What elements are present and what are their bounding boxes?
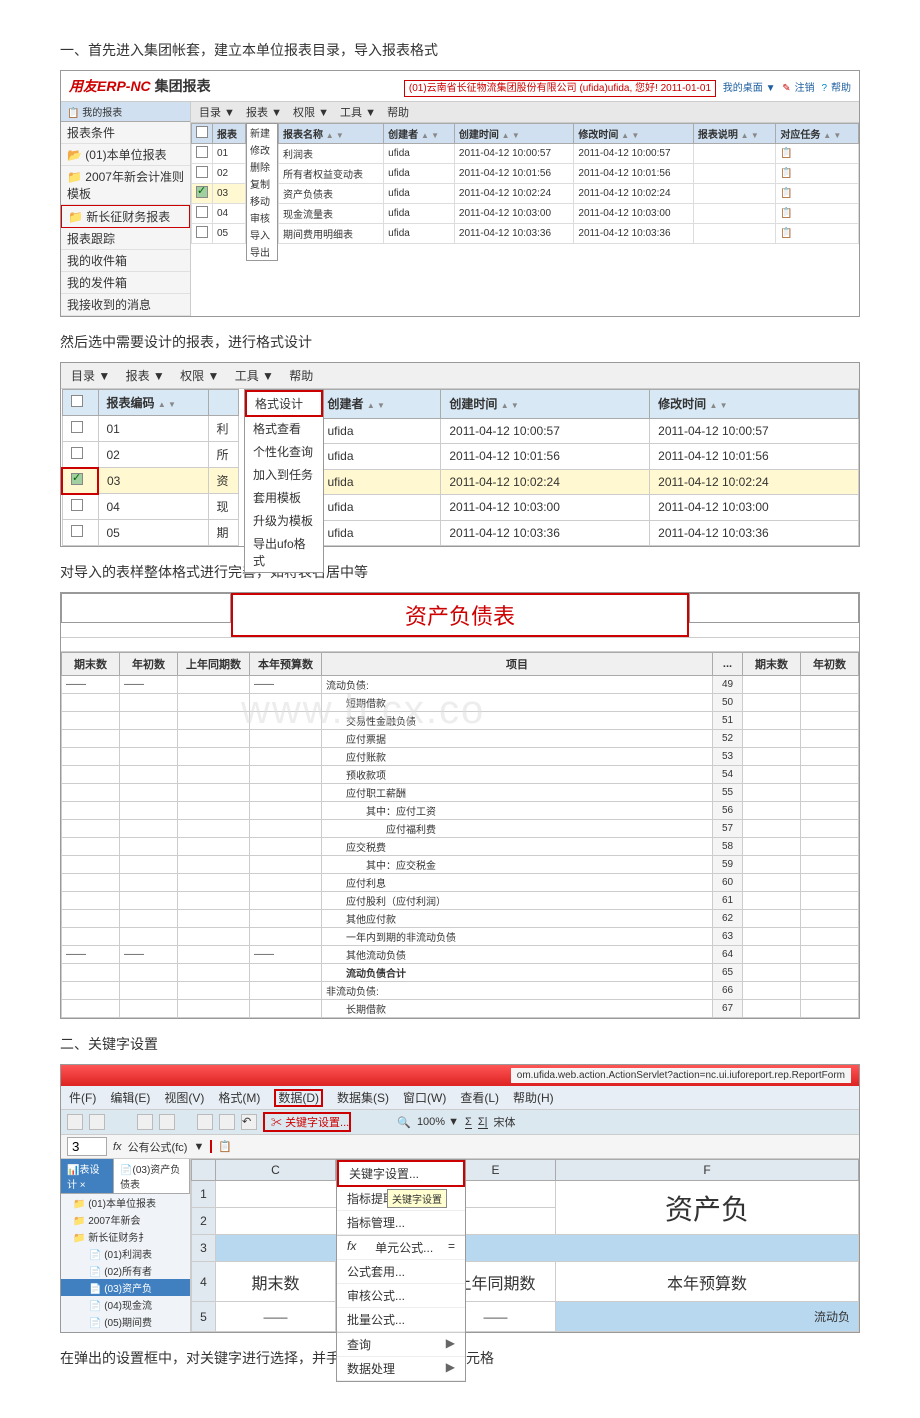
tab-sheet[interactable]: 📄(03)资产负债表	[114, 1159, 190, 1193]
menu-help[interactable]: 帮助	[387, 107, 409, 119]
menu-report[interactable]: 报表 ▼	[126, 369, 165, 383]
saveall-icon[interactable]	[89, 1114, 105, 1130]
caption4: 二、关键字设置	[60, 1034, 860, 1054]
save-icon[interactable]	[67, 1114, 83, 1130]
submenu-item[interactable]: 导出ufo格式	[245, 532, 323, 572]
menu-catalog[interactable]: 目录 ▼	[71, 369, 110, 383]
app1-toolbar: 目录 ▼ 报表 ▼ 权限 ▼ 工具 ▼ 帮助	[191, 102, 859, 123]
menu-item[interactable]: 件(F)	[69, 1091, 96, 1105]
submenu-item[interactable]: 加入到任务	[245, 463, 323, 486]
menu-catalog[interactable]: 目录 ▼	[199, 107, 235, 119]
sidebar-item[interactable]: 我的收件箱	[61, 250, 190, 272]
app-logo: 用友ERP-NC 集团报表	[69, 76, 211, 96]
submenu-item[interactable]: 删除	[247, 158, 277, 175]
menu-item[interactable]: 数据(D)	[274, 1089, 323, 1107]
logout-link[interactable]: 注销	[795, 83, 815, 94]
caption2: 然后选中需要设计的报表，进行格式设计	[60, 332, 860, 352]
undo-icon[interactable]: ↶	[241, 1114, 257, 1130]
my-report-tab[interactable]: 📋 我的报表	[61, 102, 190, 122]
submenu-item[interactable]: 格式查看	[245, 417, 323, 440]
menu-permission[interactable]: 权限 ▼	[293, 107, 329, 119]
submenu-item[interactable]: 导入	[247, 226, 277, 243]
tree-item[interactable]: 📁 新长征财务扌	[61, 1228, 190, 1245]
tree-item[interactable]: 📄 (01)利润表	[61, 1245, 190, 1262]
tab-design[interactable]: 📊表设计 ×	[61, 1159, 114, 1193]
url-text: om.ufida.web.action.ActionServlet?action…	[511, 1068, 851, 1083]
sidebar-item[interactable]: 📁 新长征财务报表	[61, 205, 190, 228]
sheet-title: 资产负债表	[231, 593, 689, 637]
menu-item[interactable]: 窗口(W)	[403, 1091, 446, 1105]
app4-window: om.ufida.web.action.ActionServlet?action…	[60, 1064, 860, 1333]
desktop-link[interactable]: 我的桌面 ▼	[723, 83, 776, 94]
tree-item[interactable]: 📄 (05)期间费	[61, 1313, 190, 1330]
submenu-item[interactable]: 升级为模板	[245, 509, 323, 532]
section1-title: 一、首先进入集团帐套，建立本单位报表目录，导入报表格式	[60, 40, 860, 60]
help-link[interactable]: 帮助	[831, 83, 851, 94]
menu-permission[interactable]: 权限 ▼	[180, 369, 219, 383]
sidebar-item[interactable]: 我接收到的消息	[61, 294, 190, 316]
submenu-item[interactable]: 复制	[247, 175, 277, 192]
submenu-item[interactable]: 数据处理▶	[337, 1357, 465, 1381]
menu-item[interactable]: 帮助(H)	[513, 1091, 554, 1105]
paste-icon[interactable]	[159, 1114, 175, 1130]
tree-item[interactable]: 📄 (02)所有者	[61, 1262, 190, 1279]
tree-item[interactable]: 📁 2007年新会	[61, 1211, 190, 1228]
print-icon[interactable]	[219, 1114, 235, 1130]
sidebar-item[interactable]: 📂 (01)本单位报表	[61, 144, 190, 166]
sidebar-item[interactable]: 我的发件箱	[61, 272, 190, 294]
submenu-item[interactable]: 导出	[247, 243, 277, 260]
submenu-item[interactable]: 公式套用...	[337, 1260, 465, 1284]
copy-icon[interactable]	[137, 1114, 153, 1130]
submenu-item[interactable]: 指标管理...	[337, 1211, 465, 1235]
submenu-item[interactable]: 指标提取关键字设置	[337, 1187, 465, 1211]
app1-window: 用友ERP-NC 集团报表 (01)云南省长征物流集团股份有限公司 (ufida…	[60, 70, 860, 317]
sheet-big-title: 资产负	[556, 1181, 859, 1235]
font-select[interactable]: 宋体	[494, 1114, 516, 1130]
submenu-item[interactable]: fx单元公式...=	[337, 1236, 465, 1260]
menu-help[interactable]: 帮助	[289, 369, 313, 383]
user-info-box: (01)云南省长征物流集团股份有限公司 (ufida)ufida, 您好! 20…	[404, 80, 716, 97]
menu-item[interactable]: 查看(L)	[460, 1091, 499, 1105]
menu-report[interactable]: 报表 ▼	[246, 107, 282, 119]
submenu-item[interactable]: 批量公式...	[337, 1308, 465, 1332]
sidebar-item[interactable]: 报表跟踪	[61, 228, 190, 250]
menu-tool[interactable]: 工具 ▼	[340, 107, 376, 119]
submenu-item[interactable]: 审核公式...	[337, 1284, 465, 1308]
tree-item[interactable]: 📄 (04)现金流	[61, 1296, 190, 1313]
submenu-item[interactable]: 修改	[247, 141, 277, 158]
caption3: 对导入的表样整体格式进行完善，如将表名居中等	[60, 562, 860, 582]
menu-item[interactable]: 编辑(E)	[110, 1091, 150, 1105]
submenu-item[interactable]: 查询▶	[337, 1333, 465, 1357]
submenu-item[interactable]: 格式设计	[245, 390, 323, 417]
app2-window: 目录 ▼ 报表 ▼ 权限 ▼ 工具 ▼ 帮助 报表编码 ▲ ▼ 01利02所03…	[60, 362, 860, 547]
submenu-item[interactable]: 个性化查询	[245, 440, 323, 463]
menu-item[interactable]: 数据集(S)	[337, 1091, 389, 1105]
submenu-item[interactable]: 套用模板	[245, 486, 323, 509]
menu-item[interactable]: 视图(V)	[164, 1091, 204, 1105]
submenu-item[interactable]: 移动	[247, 192, 277, 209]
sidebar-item[interactable]: 报表条件	[61, 122, 190, 144]
submenu-item[interactable]: 关键字设置...	[337, 1160, 465, 1187]
preview-icon[interactable]	[197, 1114, 213, 1130]
sidebar-item[interactable]: 📁 2007年新会计准则模板	[61, 166, 190, 205]
balance-sheet: www.b cx.co 资产负债表 期末数 年初数 上年同期数 本年预算数 项目…	[60, 592, 860, 1019]
menu-item[interactable]: 格式(M)	[218, 1091, 260, 1105]
zoom-select[interactable]: 100% ▼	[417, 1116, 459, 1128]
submenu-item[interactable]: 新建	[247, 124, 277, 141]
cell-ref-input[interactable]	[67, 1137, 107, 1156]
submenu-item[interactable]: 审核	[247, 209, 277, 226]
tree-item[interactable]: 📄 (03)资产负	[61, 1279, 190, 1296]
tree-item[interactable]: 📁 (01)本单位报表	[61, 1194, 190, 1211]
menu-tool[interactable]: 工具 ▼	[235, 369, 274, 383]
